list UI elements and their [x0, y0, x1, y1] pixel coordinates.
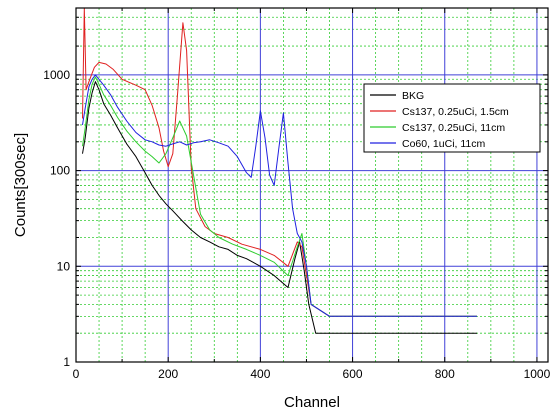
- x-tick-label: 400: [250, 367, 270, 381]
- y-tick-label: 1000: [43, 68, 70, 82]
- series-line-0: [82, 81, 477, 334]
- x-axis-title: Channel: [284, 394, 340, 411]
- series-lines: [82, 7, 477, 334]
- legend-label-2: Cs137, 0.25uCi, 11cm: [402, 122, 505, 134]
- x-tick-label: 200: [158, 367, 178, 381]
- y-tick-label: 1: [63, 355, 70, 369]
- x-tick-label: 600: [343, 367, 363, 381]
- y-tick-label: 10: [57, 259, 71, 273]
- axis-ticks: 0 200 400 600 800 1000 1 10 100 1000: [43, 7, 551, 381]
- legend-label-0: BKG: [402, 90, 424, 102]
- legend-label-3: Co60, 1uCi, 11cm: [402, 138, 486, 150]
- y-axis-title: Counts[300sec]: [12, 133, 29, 237]
- legend-label-1: Cs137, 0.25uCi, 1.5cm: [402, 106, 509, 118]
- y-tick-label: 100: [50, 164, 70, 178]
- legend: BKG Cs137, 0.25uCi, 1.5cm Cs137, 0.25uCi, …: [363, 83, 541, 153]
- series-line-3: [82, 74, 477, 317]
- x-tick-label: 0: [73, 367, 80, 381]
- x-tick-label: 800: [435, 367, 455, 381]
- x-tick-label: 1000: [524, 367, 551, 381]
